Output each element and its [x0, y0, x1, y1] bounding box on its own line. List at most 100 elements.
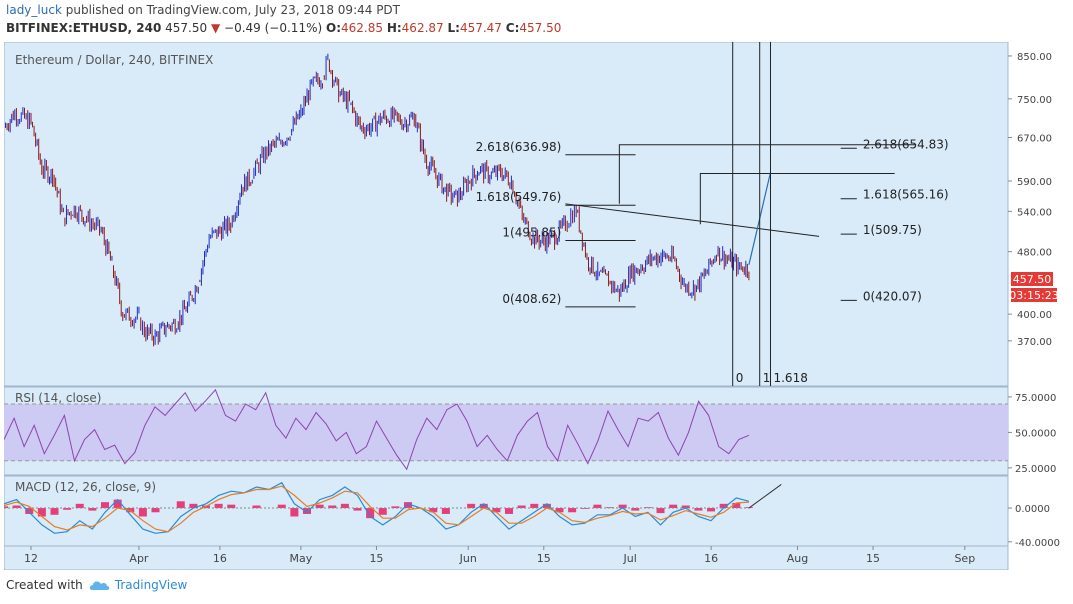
macd-histogram-bar [37, 508, 46, 517]
macd-histogram-bar [214, 503, 223, 509]
chart-title: Ethereum / Dollar, 240, BITFINEX [15, 53, 213, 67]
fib-level-left-label: 1(495.85) [502, 226, 561, 240]
macd-histogram-bar [707, 508, 716, 512]
change-value: −0.49 (−0.11%) [224, 21, 323, 35]
published-text: published on TradingView.com, July 23, 2… [65, 3, 400, 17]
fib-level-left-label: 1.618(549.76) [476, 190, 562, 204]
price-pane[interactable] [3, 41, 1009, 387]
candlestick-series [5, 53, 750, 347]
macd-histogram-bar [593, 504, 602, 509]
macd-histogram-bar [404, 502, 413, 509]
macd-line [3, 481, 750, 534]
macd-histogram-bar [606, 507, 615, 509]
macd-histogram-bar [429, 508, 438, 513]
macd-histogram-bar [555, 508, 564, 513]
macd-histogram-bar [75, 503, 84, 509]
time-tick-label: 16 [213, 552, 227, 565]
macd-histogram-bar [101, 502, 110, 509]
macd-histogram-bar [681, 505, 690, 509]
footer: Created with TradingView [6, 578, 187, 592]
fib-level-right-label: 1(509.75) [863, 223, 922, 237]
tradingview-brand-label: TradingView [114, 578, 188, 592]
last-price-badge: 457.50 [1011, 272, 1053, 286]
time-tick-label: Aug [787, 552, 808, 565]
macd-histogram-bar [669, 504, 678, 509]
trend-line [565, 203, 820, 237]
fib-level-left-label: 0(408.62) [502, 292, 561, 306]
macd-histogram-bar [441, 508, 450, 514]
rsi-tick-label: 75.0000 [1015, 393, 1056, 404]
price-tick-label: 590.00 [1017, 177, 1052, 188]
macd-histogram-bar [505, 508, 514, 514]
macd-histogram-bar [530, 503, 539, 509]
macd-histogram-bar [643, 507, 652, 509]
symbol-label: BITFINEX:ETHUSD, 240 [6, 21, 162, 35]
rsi-axis[interactable]: 75.0000 50.0000 25.0000 [1008, 393, 1056, 475]
projection-line [699, 173, 895, 225]
fib-time-zone-label: 1 [763, 371, 771, 385]
macd-tick-label: -40.0000 [1015, 538, 1060, 549]
tradingview-cloud-icon [89, 581, 110, 590]
tradingview-link[interactable]: TradingView [89, 578, 188, 592]
macd-tick-label: 0.0000 [1015, 504, 1050, 515]
macd-histogram-bar [517, 505, 526, 509]
macd-histogram-bar [151, 508, 160, 513]
down-arrow-icon: ▼ [210, 21, 221, 35]
chart-area[interactable]: Ethereum / Dollar, 240, BITFINEX 2.618(6… [0, 41, 1071, 571]
macd-histogram-bar [88, 508, 97, 511]
author-link[interactable]: lady_luck [6, 3, 62, 17]
time-axis-bg[interactable] [3, 545, 1009, 571]
macd-histogram-bar [340, 503, 349, 509]
price-tick-label: 670.00 [1017, 133, 1052, 144]
time-tick-label: Jul [623, 552, 637, 565]
macd-forecast-arrow [748, 484, 782, 509]
price-tick-label: 370.00 [1017, 337, 1052, 348]
chart-svg[interactable]: Ethereum / Dollar, 240, BITFINEX 2.618(6… [0, 41, 1071, 571]
macd-histogram-bar [252, 505, 261, 509]
created-with-text: Created with [6, 578, 83, 592]
last-price: 457.50 [165, 21, 208, 35]
time-tick-label: 15 [369, 552, 383, 565]
price-tick-label: 400.00 [1017, 310, 1052, 321]
macd-histogram-bar [328, 505, 337, 509]
high-value: 462.87 [401, 21, 444, 35]
time-tick-label: 12 [24, 552, 38, 565]
macd-histogram-bar [719, 503, 728, 509]
macd-histogram-bar [391, 506, 400, 509]
macd-histogram-bar [0, 506, 8, 509]
macd-histogram-bar [366, 508, 375, 519]
time-tick-label: Sep [954, 552, 975, 565]
price-tick-label: 850.00 [1017, 52, 1052, 63]
macd-histogram-bar [694, 508, 703, 511]
time-axis[interactable]: 12 Apr 16 May 15 Jun 15 Jul 16 Aug 15 Sep [24, 546, 975, 565]
macd-histogram-bar [492, 508, 501, 513]
macd-histogram-bar [656, 508, 665, 514]
low-label: L: [447, 21, 460, 35]
time-tick-label: May [290, 552, 313, 565]
price-tick-label: 480.00 [1017, 248, 1052, 259]
fib-level-left-label: 2.618(636.98) [476, 140, 562, 154]
price-tick-label: 540.00 [1017, 207, 1052, 218]
signal-line [3, 485, 749, 533]
last-price-badge-text: 457.50 [1013, 273, 1052, 286]
macd-histogram-bar [189, 503, 198, 509]
fib-time-zone-label: 0 [736, 371, 744, 385]
fibonacci-drawings[interactable]: 2.618(636.98) 1.618(549.76) 1(495.85) 0(408… [476, 42, 949, 386]
close-value: 457.50 [519, 21, 562, 35]
macd-histogram-bar [50, 508, 59, 515]
rsi-tick-label: 50.0000 [1015, 428, 1056, 439]
macd-histogram-bar [618, 504, 627, 509]
macd-histogram-bar [63, 508, 72, 510]
open-value: 462.85 [341, 21, 383, 35]
time-tick-label: Jun [459, 552, 477, 565]
macd-histogram-bar [378, 508, 387, 515]
macd-histogram-bar [227, 504, 236, 509]
macd-histogram-bar [568, 508, 577, 513]
time-tick-label: 15 [866, 552, 880, 565]
projection-line [618, 144, 917, 204]
macd-histogram-bar [732, 502, 741, 509]
price-axis[interactable]: 850.00 750.00 670.00 590.00 540.00 480.00 400.… [1008, 52, 1052, 348]
macd-title: MACD (12, 26, close, 9) [15, 480, 156, 494]
macd-axis[interactable]: 0.0000 -40.0000 [1008, 504, 1060, 549]
macd-histogram-bar [315, 504, 324, 509]
